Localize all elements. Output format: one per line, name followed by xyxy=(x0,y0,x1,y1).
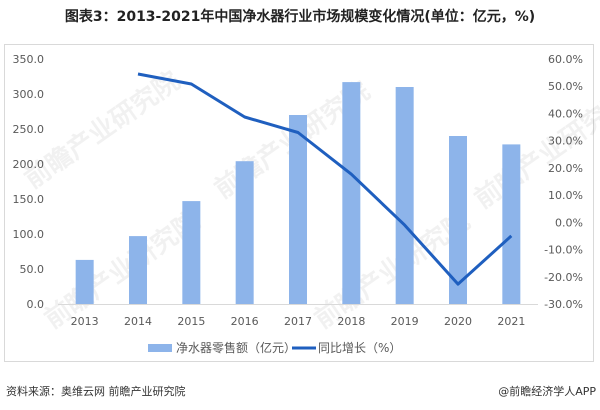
x-axis-label: 2013 xyxy=(71,315,99,328)
right-axis-tick-label: -20.0% xyxy=(544,271,583,284)
x-axis-label: 2021 xyxy=(497,315,525,328)
x-axis-label: 2016 xyxy=(231,315,259,328)
x-axis-label: 2019 xyxy=(391,315,419,328)
x-axis-label: 2018 xyxy=(337,315,365,328)
legend: 净水器零售额（亿元） 同比增长（%） xyxy=(148,340,401,355)
x-axis-labels: 2013 2014 2015 2016 2017 2018 2019 2020 2021 xyxy=(71,315,526,328)
legend-bar-label: 净水器零售额（亿元） xyxy=(176,340,296,355)
left-axis-tick-label: 300.0 xyxy=(13,88,45,101)
bar-2020 xyxy=(449,136,467,304)
bar-series xyxy=(75,82,521,304)
right-axis-tick-label: 0.0% xyxy=(555,216,583,229)
credit-note: @前瞻经济学人APP xyxy=(498,385,596,398)
growth-line xyxy=(137,72,513,286)
left-axis-tick-label: 50.0 xyxy=(20,263,45,276)
left-axis-tick-label: 200.0 xyxy=(13,158,45,171)
right-axis-tick-label: 30.0% xyxy=(548,135,583,148)
x-axis-label: 2020 xyxy=(444,315,472,328)
left-axis-ticks: 0.0 50.0 100.0 150.0 200.0 250.0 300.0 350.0 xyxy=(13,53,45,311)
bar-2015 xyxy=(182,201,201,304)
x-axis-label: 2017 xyxy=(284,315,312,328)
legend-bar-swatch xyxy=(148,344,172,352)
chart-frame xyxy=(4,44,594,362)
left-axis-tick-label: 150.0 xyxy=(13,193,45,206)
source-note: 资料来源：奥维云网 前瞻产业研究院 xyxy=(6,385,186,398)
bar-2017 xyxy=(289,115,307,304)
x-axis-label: 2015 xyxy=(177,315,205,328)
bar-2016 xyxy=(235,161,254,304)
bar-2014 xyxy=(129,236,147,304)
bar-2019 xyxy=(395,87,414,304)
bar-2013 xyxy=(75,259,94,304)
left-axis-tick-label: 250.0 xyxy=(13,123,45,136)
right-axis-tick-label: 10.0% xyxy=(548,189,583,202)
bar-2021 xyxy=(502,144,521,304)
chart-title: 图表3：2013-2021年中国净水器行业市场规模变化情况(单位：亿元，%) xyxy=(64,9,536,25)
right-axis-tick-label: 60.0% xyxy=(548,53,583,66)
legend-line-label: 同比增长（%） xyxy=(318,341,401,355)
left-axis-tick-label: 0.0 xyxy=(27,298,45,311)
right-axis-ticks: -30.0% -20.0% -10.0% 0.0% 10.0% 20.0% 30.0% 40.… xyxy=(544,53,583,311)
right-axis-tick-label: 20.0% xyxy=(548,162,583,175)
right-axis-tick-label: 40.0% xyxy=(548,107,583,120)
x-axis-label: 2014 xyxy=(124,315,152,328)
left-axis-tick-label: 100.0 xyxy=(13,228,45,241)
bar-2018 xyxy=(342,82,361,304)
left-axis-tick-label: 350.0 xyxy=(13,53,45,66)
right-axis-tick-label: 50.0% xyxy=(548,80,583,93)
right-axis-tick-label: -10.0% xyxy=(544,244,583,257)
right-axis-tick-label: -30.0% xyxy=(544,298,583,311)
